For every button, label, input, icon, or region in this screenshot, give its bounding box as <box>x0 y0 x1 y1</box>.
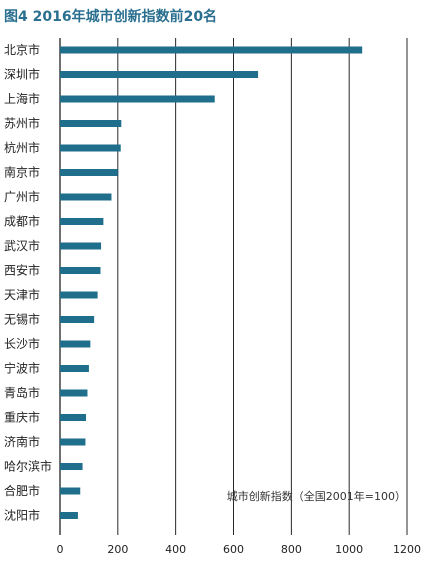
bar-16 <box>60 414 87 421</box>
category-label: 重庆市 <box>4 410 40 425</box>
chart-annotation: 城市创新指数（全国2001年=100） <box>227 489 406 503</box>
category-label: 天津市 <box>4 287 40 302</box>
bar-3 <box>60 95 215 103</box>
category-label: 苏州市 <box>4 116 40 131</box>
category-labels: 北京市深圳市上海市苏州市杭州市南京市广州市成都市武汉市西安市天津市无锡市长沙市宁… <box>4 42 52 523</box>
bar-12 <box>60 316 95 323</box>
bar-18 <box>60 463 83 470</box>
bar-4 <box>60 120 122 127</box>
bar-7 <box>60 193 112 201</box>
bar-10 <box>60 267 101 274</box>
x-tick-label: 0 <box>57 543 64 556</box>
bar-13 <box>60 340 91 348</box>
category-label: 无锡市 <box>4 312 40 327</box>
bar-15 <box>60 389 88 397</box>
category-label: 广州市 <box>4 189 40 204</box>
bar-19 <box>60 487 81 495</box>
category-label: 沈阳市 <box>4 508 40 523</box>
category-label: 深圳市 <box>4 67 40 82</box>
x-tick-label: 1000 <box>335 543 363 556</box>
bar-11 <box>60 291 98 299</box>
bar-9 <box>60 242 102 250</box>
bar-17 <box>60 438 86 446</box>
category-label: 哈尔滨市 <box>4 459 52 474</box>
bar-1 <box>60 46 363 54</box>
category-label: 宁波市 <box>4 361 40 376</box>
bar-5 <box>60 144 121 152</box>
x-axis-ticks: 0 200 400 600 800 1000 1200 <box>57 543 422 556</box>
category-label: 西安市 <box>4 263 40 278</box>
category-label: 成都市 <box>4 214 40 229</box>
category-label: 青岛市 <box>4 385 40 400</box>
x-tick-label: 400 <box>165 543 186 556</box>
bar-14 <box>60 365 89 372</box>
category-label: 南京市 <box>4 165 40 180</box>
x-tick-label: 800 <box>281 543 302 556</box>
x-tick-label: 200 <box>107 543 128 556</box>
category-label: 上海市 <box>4 91 40 106</box>
category-label: 济南市 <box>4 434 40 449</box>
category-label: 合肥市 <box>4 483 40 498</box>
x-tick-label: 600 <box>223 543 244 556</box>
category-label: 北京市 <box>4 42 40 57</box>
bar-8 <box>60 218 104 225</box>
x-tick-label: 1200 <box>393 543 421 556</box>
category-label: 武汉市 <box>4 238 40 253</box>
bar-layer <box>60 46 363 519</box>
chart-title: 图4 2016年城市创新指数前20名 <box>4 9 218 25</box>
grid-layer <box>59 38 408 535</box>
bar-6 <box>60 169 118 176</box>
category-label: 杭州市 <box>4 140 40 155</box>
bar-20 <box>60 512 78 519</box>
bar-2 <box>60 71 259 78</box>
category-label: 长沙市 <box>4 336 40 351</box>
